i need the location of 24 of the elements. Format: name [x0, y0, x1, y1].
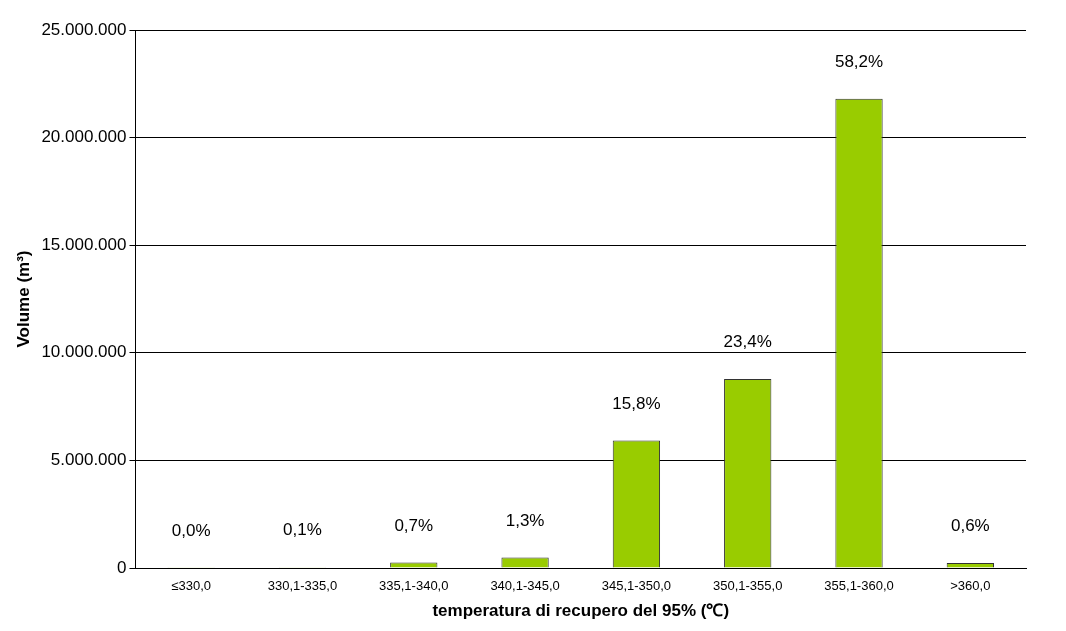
y-tick-label: 20.000.000 — [41, 127, 127, 147]
annotation: 0,7% — [394, 515, 434, 535]
y-tick-label: 5.000.000 — [50, 450, 127, 470]
annotation: 0,1% — [283, 520, 322, 540]
x-tick-label: 340,1-345,0 — [490, 578, 560, 594]
x-tick-label: 355,1-360,0 — [824, 578, 894, 594]
y-tick-label: 10.000.000 — [41, 342, 127, 362]
y-tick-label: 0 — [117, 557, 127, 577]
x-axis-title: temperatura di recupero del 95% (℃) — [432, 601, 730, 621]
x-tick-label: 330,1-335,0 — [267, 578, 338, 594]
annotation: 0,6% — [950, 516, 990, 536]
y-tick-label: 25.000.000 — [41, 19, 127, 39]
annotation: 1,3% — [505, 510, 545, 530]
y-axis-title: Volume (m³) — [13, 250, 33, 348]
x-tick-label: >360,0 — [950, 578, 991, 594]
y-tick-label: 15.000.000 — [41, 234, 127, 254]
annotation: 23,4% — [723, 332, 772, 352]
annotation: 0,0% — [171, 520, 211, 540]
x-tick-label: 350,1-355,0 — [713, 578, 783, 594]
annotation: 15,8% — [612, 393, 661, 413]
x-tick-label: 335,1-340,0 — [379, 578, 449, 594]
x-tick-label: 345,1-350,0 — [601, 578, 672, 594]
x-tick-label: ≤330,0 — [171, 578, 211, 594]
annotation: 58,2% — [834, 52, 884, 72]
